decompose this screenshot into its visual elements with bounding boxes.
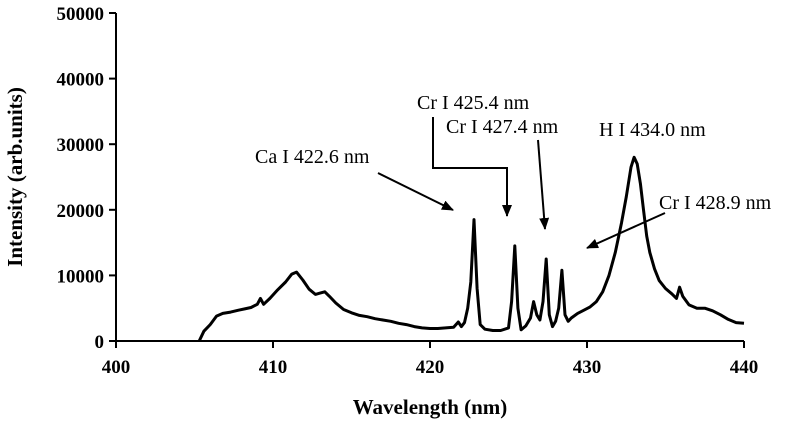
annotations: Ca I 422.6 nm Cr I 425.4 nm Cr I 427.4 n…: [255, 92, 772, 249]
x-tick-label: 440: [730, 357, 759, 378]
annotation-cr-4254: Cr I 425.4 nm: [417, 92, 530, 114]
arrow-ca-4226: [377, 172, 454, 211]
x-tick-label: 430: [573, 357, 602, 378]
y-tick-label: 0: [95, 332, 105, 353]
x-tick-label: 400: [102, 357, 131, 378]
annotation-cr-4274: Cr I 427.4 nm: [446, 116, 559, 138]
y-ticks: 0 10000 20000 30000 40000 50000: [57, 4, 116, 353]
x-ticks: 400 410 420 430 440: [102, 341, 759, 378]
y-tick-label: 30000: [57, 135, 105, 156]
y-axis-title: Intensity (arb.units): [3, 87, 27, 267]
annotation-ca-4226: Ca I 422.6 nm: [255, 146, 370, 168]
y-tick-label: 10000: [57, 266, 105, 287]
x-tick-label: 420: [416, 357, 445, 378]
x-axis-title: Wavelength (nm): [353, 395, 508, 419]
axes: [115, 13, 744, 342]
x-tick-label: 410: [259, 357, 288, 378]
arrow-cr-4274: [537, 139, 550, 230]
annotation-h-4340: H I 434.0 nm: [599, 119, 706, 141]
y-tick-label: 20000: [57, 201, 105, 222]
arrow-cr-4289: [586, 212, 666, 249]
y-tick-label: 40000: [57, 70, 105, 91]
arrow-cr-4254: [432, 117, 512, 217]
y-tick-label: 50000: [57, 4, 105, 25]
spectrum-line: [197, 155, 745, 342]
annotation-cr-4289: Cr I 428.9 nm: [659, 192, 772, 214]
